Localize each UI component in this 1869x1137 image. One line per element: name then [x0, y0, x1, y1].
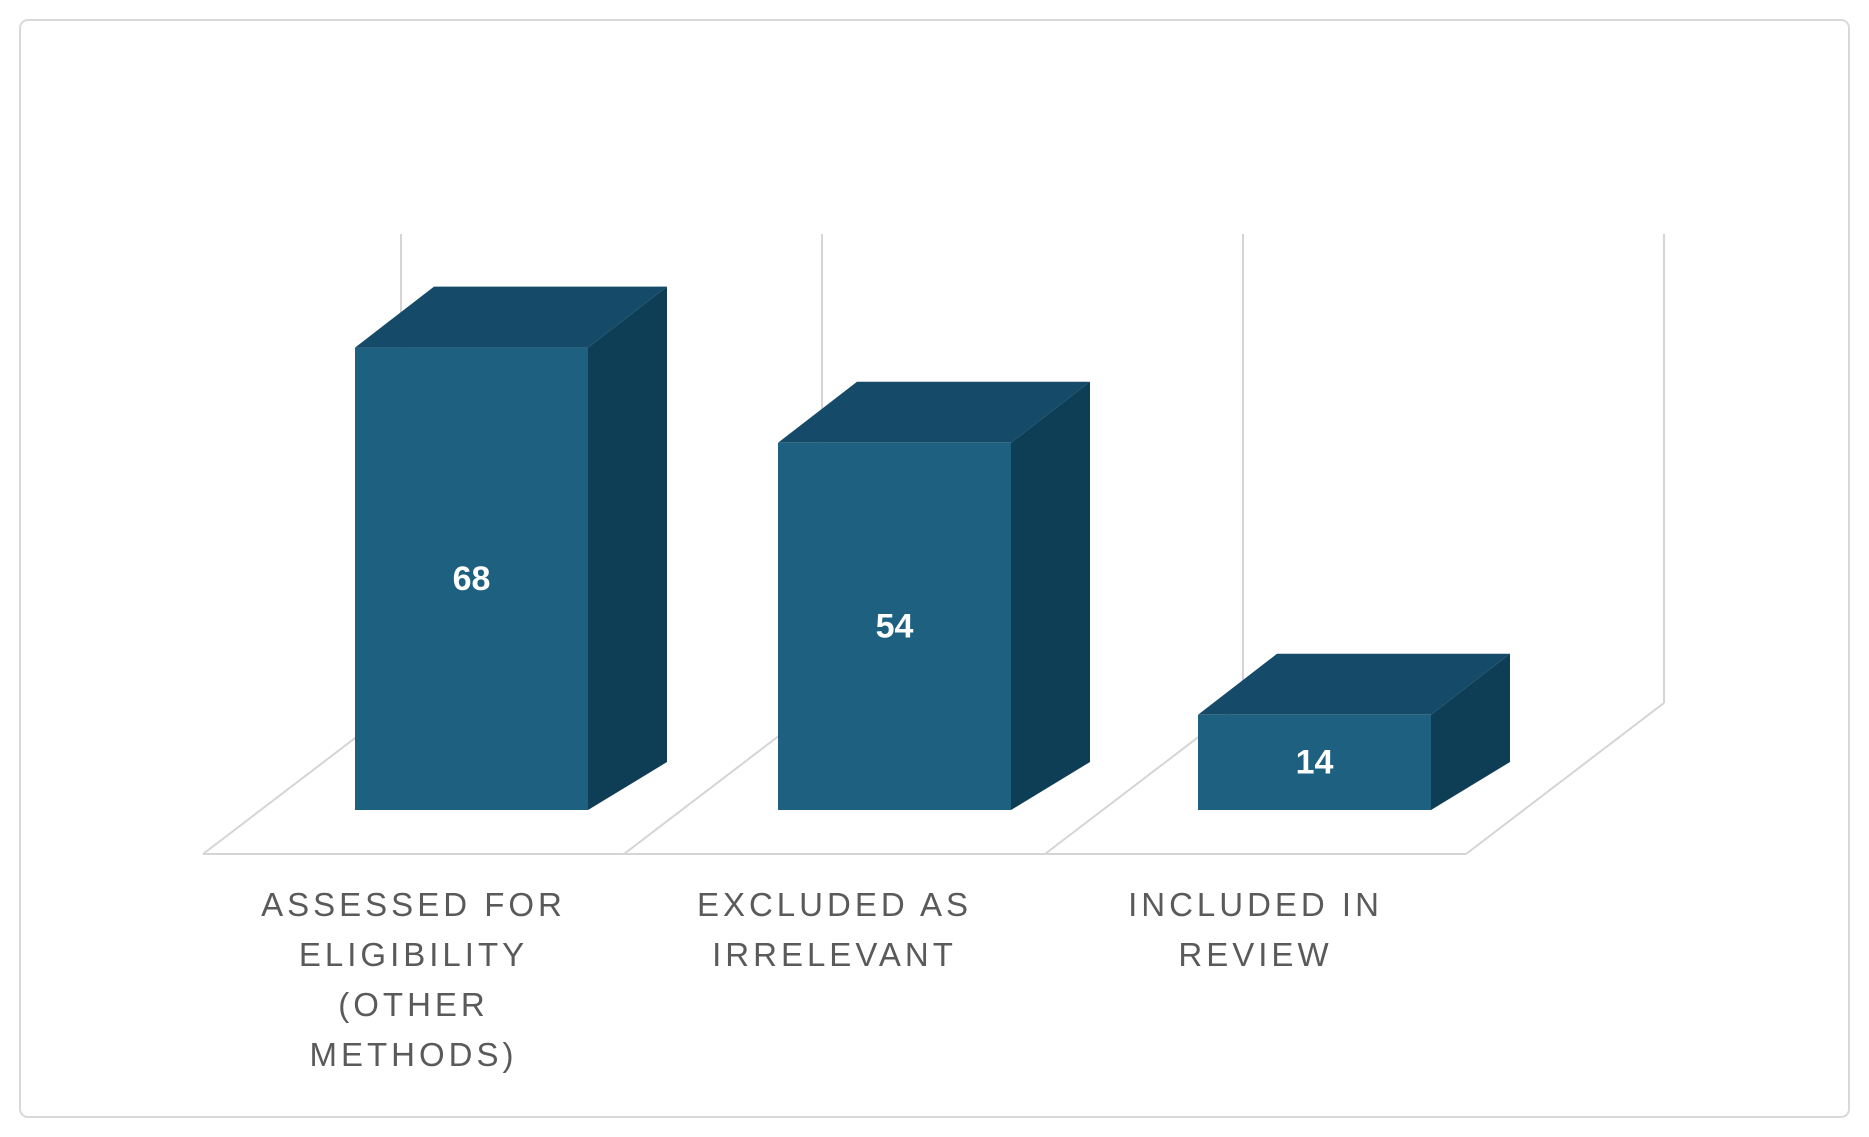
category-label-line: METHODS) — [309, 1036, 518, 1073]
bar-2-value-label: 54 — [876, 607, 914, 645]
category-label-line: REVIEW — [1178, 936, 1333, 973]
bar-1-value-label: 68 — [453, 560, 491, 598]
category-label-line: INCLUDED IN — [1128, 886, 1383, 923]
bar-3-value-label: 14 — [1296, 743, 1334, 781]
bar-3-front-face — [1198, 714, 1431, 810]
category-label-line: IRRELEVANT — [712, 936, 957, 973]
bar-1-top-face — [355, 286, 667, 348]
category-label-3: INCLUDED IN REVIEW — [1066, 880, 1446, 980]
bar-2-side-face — [1011, 381, 1090, 810]
category-label-2: EXCLUDED AS IRRELEVANT — [645, 880, 1025, 980]
category-label-line: ASSESSED FOR — [261, 886, 566, 923]
bar-2-top-face — [778, 381, 1090, 443]
floor-depth-line-4 — [1465, 702, 1665, 855]
bar-3-side-face — [1431, 653, 1510, 810]
bar-1-side-face — [588, 286, 667, 811]
category-label-line: ELIGIBILITY — [298, 936, 529, 973]
category-label-line: EXCLUDED AS — [696, 886, 973, 923]
category-label-line: (OTHER — [338, 986, 489, 1023]
bar-2-front-face — [778, 442, 1011, 810]
category-label-1: ASSESSED FOR ELIGIBILITY (OTHER METHODS) — [224, 880, 604, 1080]
bar-3-top-face — [1198, 653, 1510, 715]
bar-1-front-face — [355, 347, 588, 810]
